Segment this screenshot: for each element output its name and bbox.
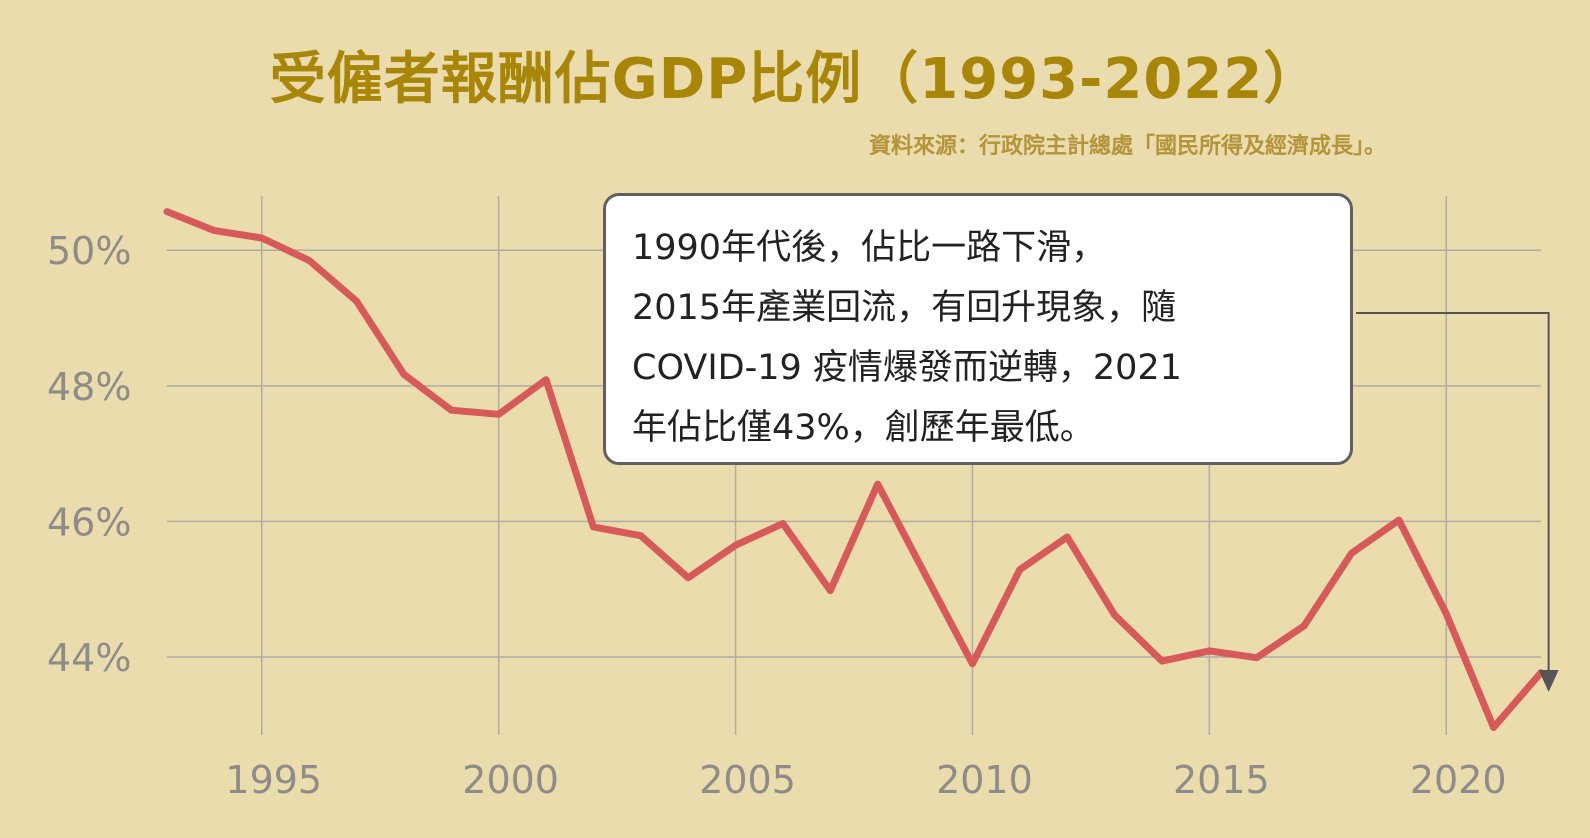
annotation-box: 1990年代後，佔比一路下滑， 2015年產業回流，有回升現象，隨 COVID-… bbox=[603, 193, 1353, 465]
y-tick-48: 48% bbox=[47, 365, 131, 409]
x-tick-labels: 1995 2000 2005 2010 2015 2020 bbox=[225, 758, 1506, 802]
x-tick-2015: 2015 bbox=[1173, 758, 1270, 802]
x-tick-1995: 1995 bbox=[225, 758, 322, 802]
x-tick-2020: 2020 bbox=[1410, 758, 1507, 802]
chart-title: 受僱者報酬佔GDP比例（1993-2022） bbox=[269, 47, 1321, 112]
x-tick-2010: 2010 bbox=[936, 758, 1033, 802]
x-tick-2000: 2000 bbox=[462, 758, 559, 802]
y-tick-labels: 44% 46% 48% 50% bbox=[47, 229, 131, 680]
annotation-line-1: 1990年代後，佔比一路下滑， bbox=[632, 228, 1107, 268]
leader-line bbox=[1356, 312, 1550, 672]
annotation-line-3: COVID-19 疫情爆發而逆轉，2021 bbox=[632, 348, 1182, 388]
y-tick-46: 46% bbox=[47, 500, 131, 544]
series-line-0 bbox=[163, 208, 1545, 731]
y-tick-44: 44% bbox=[47, 636, 131, 680]
chart-source: 資料來源：行政院主計總處「國民所得及經濟成長」。 bbox=[868, 134, 1386, 159]
leader-arrowhead bbox=[1538, 670, 1559, 692]
y-tick-50: 50% bbox=[47, 229, 131, 273]
series-layer bbox=[163, 208, 1545, 731]
annotation-leader bbox=[1356, 312, 1559, 692]
x-tick-2005: 2005 bbox=[699, 758, 796, 802]
annotation-line-4: 年佔比僅43%，創歷年最低。 bbox=[632, 408, 1095, 448]
annotation-line-2: 2015年產業回流，有回升現象，隨 bbox=[632, 288, 1177, 328]
